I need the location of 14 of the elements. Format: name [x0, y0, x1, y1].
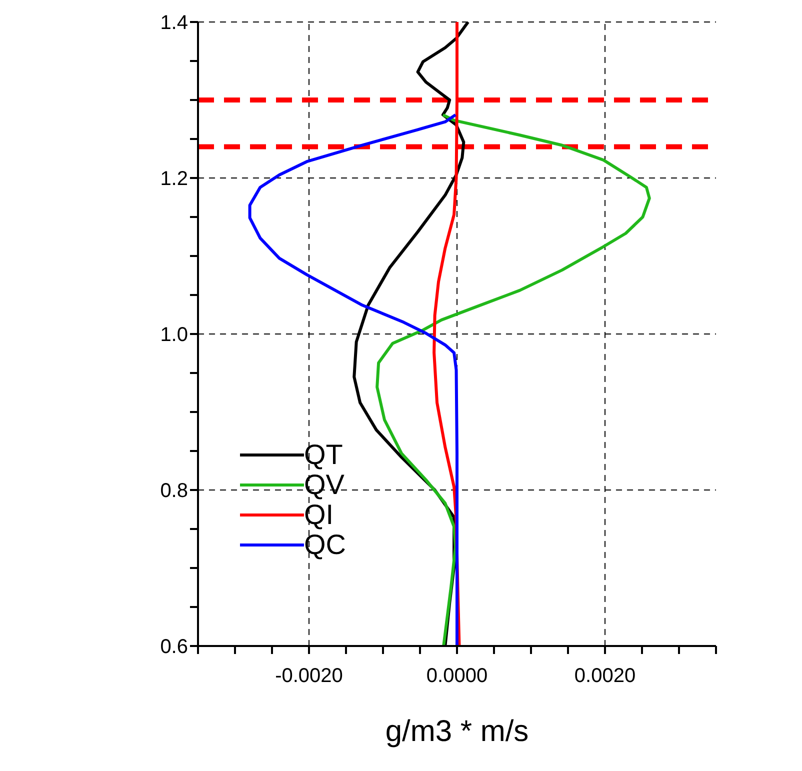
x-tick-label: 0.0020	[574, 665, 636, 688]
legend-label: QI	[304, 499, 334, 530]
y-tick-label: 1.2	[160, 168, 188, 190]
y-tick-label: 0.6	[160, 636, 188, 658]
y-tick-label: 0.8	[160, 480, 188, 502]
y-tick-label: 1.0	[160, 324, 188, 346]
x-axis-title: g/m3 * m/s	[385, 715, 529, 748]
legend-label: QC	[304, 529, 346, 560]
x-tick-label: 0.0000	[426, 665, 488, 688]
y-tick-label: 1.4	[160, 12, 188, 34]
line-series	[248, 113, 458, 646]
legend-label: QT	[304, 439, 343, 470]
line-series	[376, 113, 651, 646]
x-tick-label: -0.0020	[275, 665, 343, 688]
